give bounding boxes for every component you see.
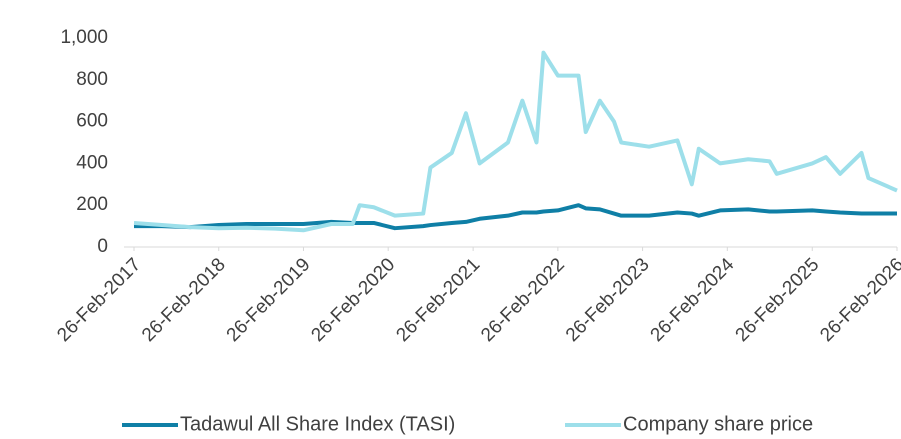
x-tick-label: 26-Feb-2025 bbox=[732, 254, 824, 346]
legend-label: Tadawul All Share Index (TASI) bbox=[180, 413, 455, 435]
series-line bbox=[134, 203, 897, 231]
x-tick-label: 26-Feb-2024 bbox=[647, 254, 739, 346]
y-tick-label: 1,000 bbox=[60, 27, 108, 48]
x-tick-label: 26-Feb-2022 bbox=[477, 254, 569, 346]
y-tick-label: 200 bbox=[76, 194, 108, 215]
x-tick-label: 26-Feb-2021 bbox=[392, 254, 484, 346]
series-line bbox=[133, 50, 898, 233]
x-tick-label: 26-Feb-2020 bbox=[307, 254, 399, 346]
x-tick-label: 26-Feb-2017 bbox=[53, 254, 145, 346]
x-tick-label: 26-Feb-2026 bbox=[816, 254, 901, 346]
y-tick-label: 400 bbox=[76, 152, 108, 173]
y-tick-label: 600 bbox=[76, 111, 108, 132]
y-tick-label: 800 bbox=[76, 69, 108, 90]
x-tick-label: 26-Feb-2018 bbox=[138, 254, 230, 346]
x-tick-label: 26-Feb-2019 bbox=[223, 254, 315, 346]
y-tick-label: 0 bbox=[97, 236, 108, 257]
legend-label: Company share price bbox=[623, 413, 813, 435]
x-tick-label: 26-Feb-2023 bbox=[562, 254, 654, 346]
